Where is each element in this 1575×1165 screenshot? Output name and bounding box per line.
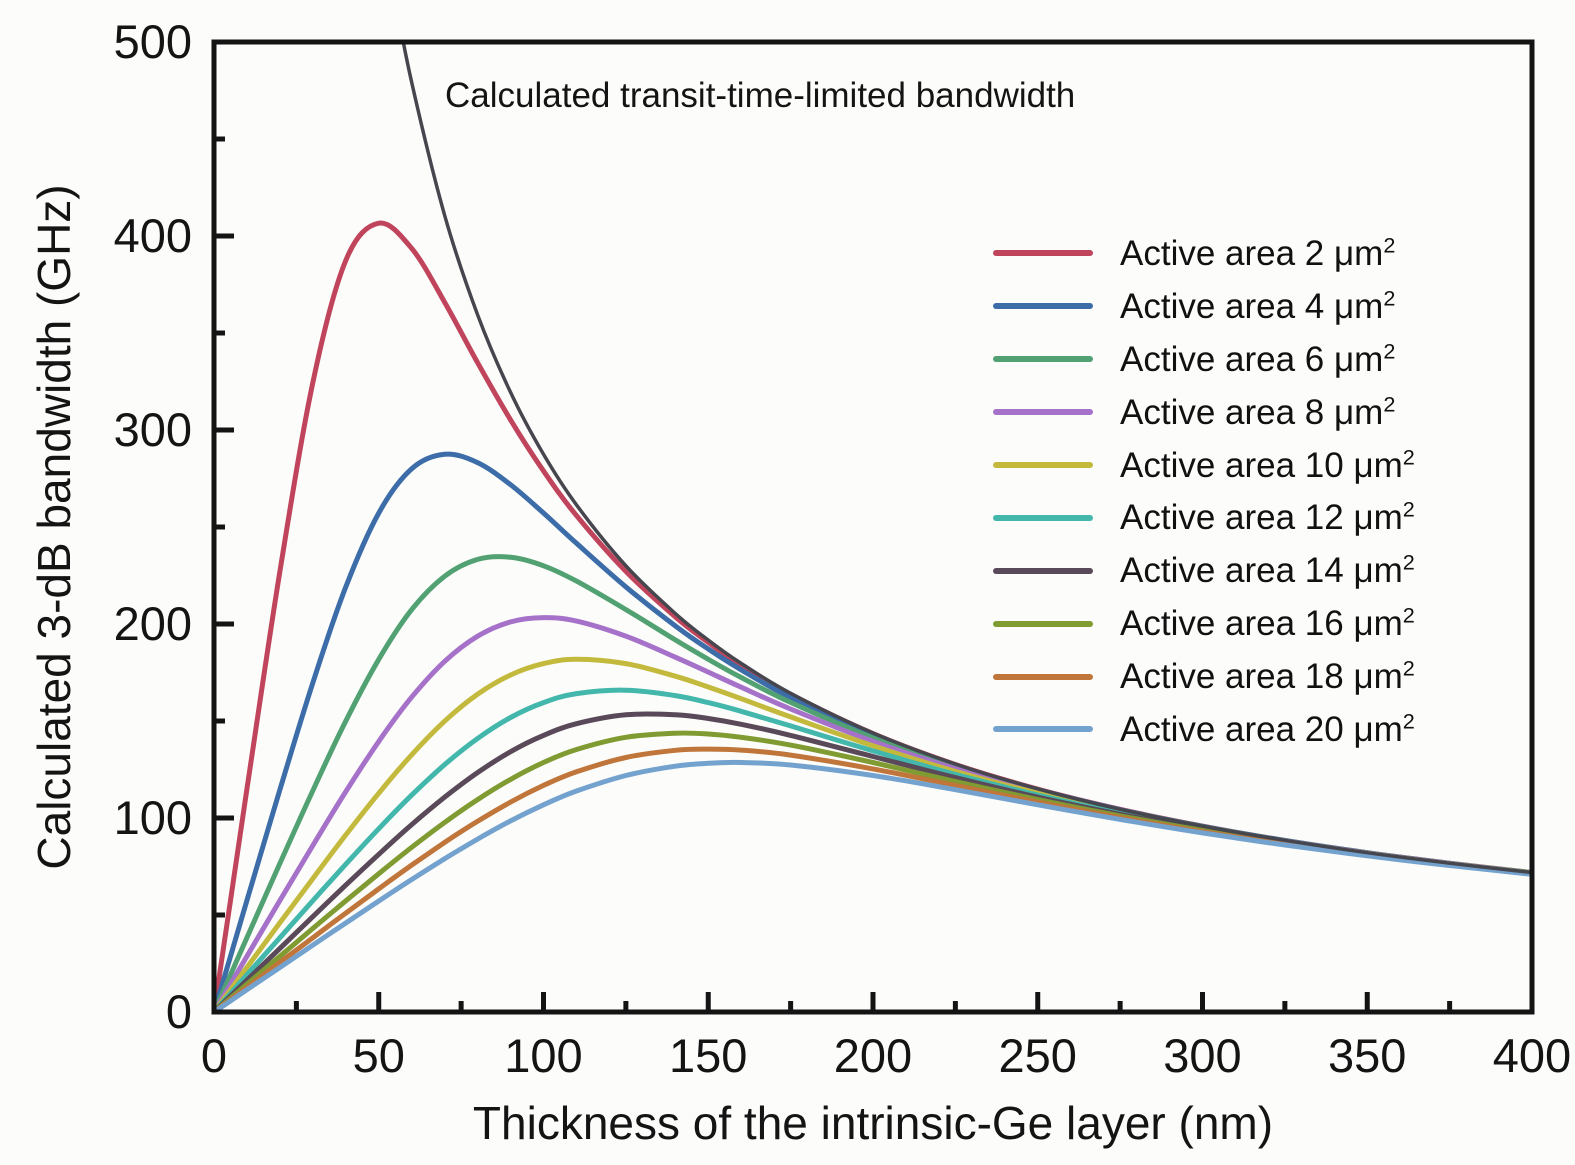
legend-label-active-area-4: Active area 4 μm2 [1120, 285, 1396, 326]
legend-label-active-area-6: Active area 6 μm2 [1120, 338, 1396, 379]
y-tick-label-500: 500 [114, 15, 192, 68]
x-tick-label-100: 100 [504, 1029, 582, 1082]
curve-transit-time-limit [401, 42, 1532, 875]
legend-swatch-active-area-12 [993, 514, 1093, 521]
legend-swatch-active-area-8 [993, 409, 1093, 416]
legend-row-active-area-16: Active area 16 μm2 [993, 597, 1415, 650]
legend-label-active-area-16: Active area 16 μm2 [1120, 602, 1415, 644]
legend-swatch-active-area-20 [993, 726, 1093, 733]
legend-swatch-active-area-16 [993, 620, 1093, 627]
legend-row-active-area-4: Active area 4 μm2 [993, 280, 1415, 333]
legend-label-active-area-12: Active area 12 μm2 [1120, 496, 1415, 538]
legend-swatch-active-area-10 [993, 462, 1093, 468]
y-tick-label-100: 100 [114, 791, 192, 844]
y-tick-label-0: 0 [166, 985, 192, 1038]
legend-label-active-area-14: Active area 14 μm2 [1120, 549, 1415, 591]
y-tick-label-200: 200 [114, 597, 192, 650]
legend-label-active-area-18: Active area 18 μm2 [1120, 655, 1415, 697]
axis-tick-labels: 0 50 100 150 200 250 300 350 400 0 100 200 300 400 500 [114, 15, 1572, 1082]
legend-row-active-area-8: Active area 8 μm2 [993, 386, 1415, 439]
x-tick-label-0: 0 [201, 1029, 227, 1082]
transit-bandwidth-annotation: Calculated transit-time-limited bandwidt… [445, 76, 1076, 115]
legend-row-active-area-12: Active area 12 μm2 [993, 491, 1415, 544]
legend-swatch-active-area-14 [993, 567, 1093, 574]
axis-ticks [211, 39, 1535, 1015]
x-tick-label-150: 150 [669, 1029, 747, 1082]
legend-swatch-active-area-6 [993, 356, 1093, 363]
series-group [214, 42, 1532, 1012]
legend-label-active-area-20: Active area 20 μm2 [1120, 708, 1415, 749]
legend: Active area 2 μm2 Active area 4 μm2 Active… [993, 227, 1415, 756]
legend-label-active-area-10: Active area 10 μm2 [1120, 443, 1415, 485]
legend-swatch-active-area-18 [993, 673, 1093, 680]
x-tick-label-200: 200 [834, 1029, 912, 1082]
x-tick-label-50: 50 [353, 1029, 405, 1082]
legend-row-active-area-20: Active area 20 μm2 [993, 703, 1415, 756]
x-axis-title: Thickness of the intrinsic-Ge layer (nm) [472, 1097, 1274, 1149]
y-tick-label-300: 300 [114, 403, 192, 456]
y-axis-title: Calculated 3-dB bandwidth (GHz) [28, 184, 80, 870]
legend-row-active-area-18: Active area 18 μm2 [993, 650, 1415, 703]
y-tick-label-400: 400 [114, 209, 192, 262]
legend-row-active-area-14: Active area 14 μm2 [993, 544, 1415, 597]
legend-row-active-area-2: Active area 2 μm2 [993, 227, 1415, 280]
x-tick-label-250: 250 [999, 1029, 1077, 1082]
legend-label-active-area-2: Active area 2 μm2 [1120, 232, 1396, 273]
legend-swatch-active-area-4 [993, 303, 1093, 310]
curve-active-area-20-um2 [214, 759, 1532, 1012]
legend-row-active-area-10: Active area 10 μm2 [993, 439, 1415, 492]
legend-row-active-area-6: Active area 6 μm2 [993, 333, 1415, 386]
x-tick-label-350: 350 [1328, 1029, 1406, 1082]
x-tick-label-300: 300 [1163, 1029, 1241, 1082]
x-tick-label-400: 400 [1493, 1029, 1571, 1082]
legend-label-active-area-8: Active area 8 μm2 [1120, 390, 1396, 432]
legend-swatch-active-area-2 [993, 250, 1093, 257]
